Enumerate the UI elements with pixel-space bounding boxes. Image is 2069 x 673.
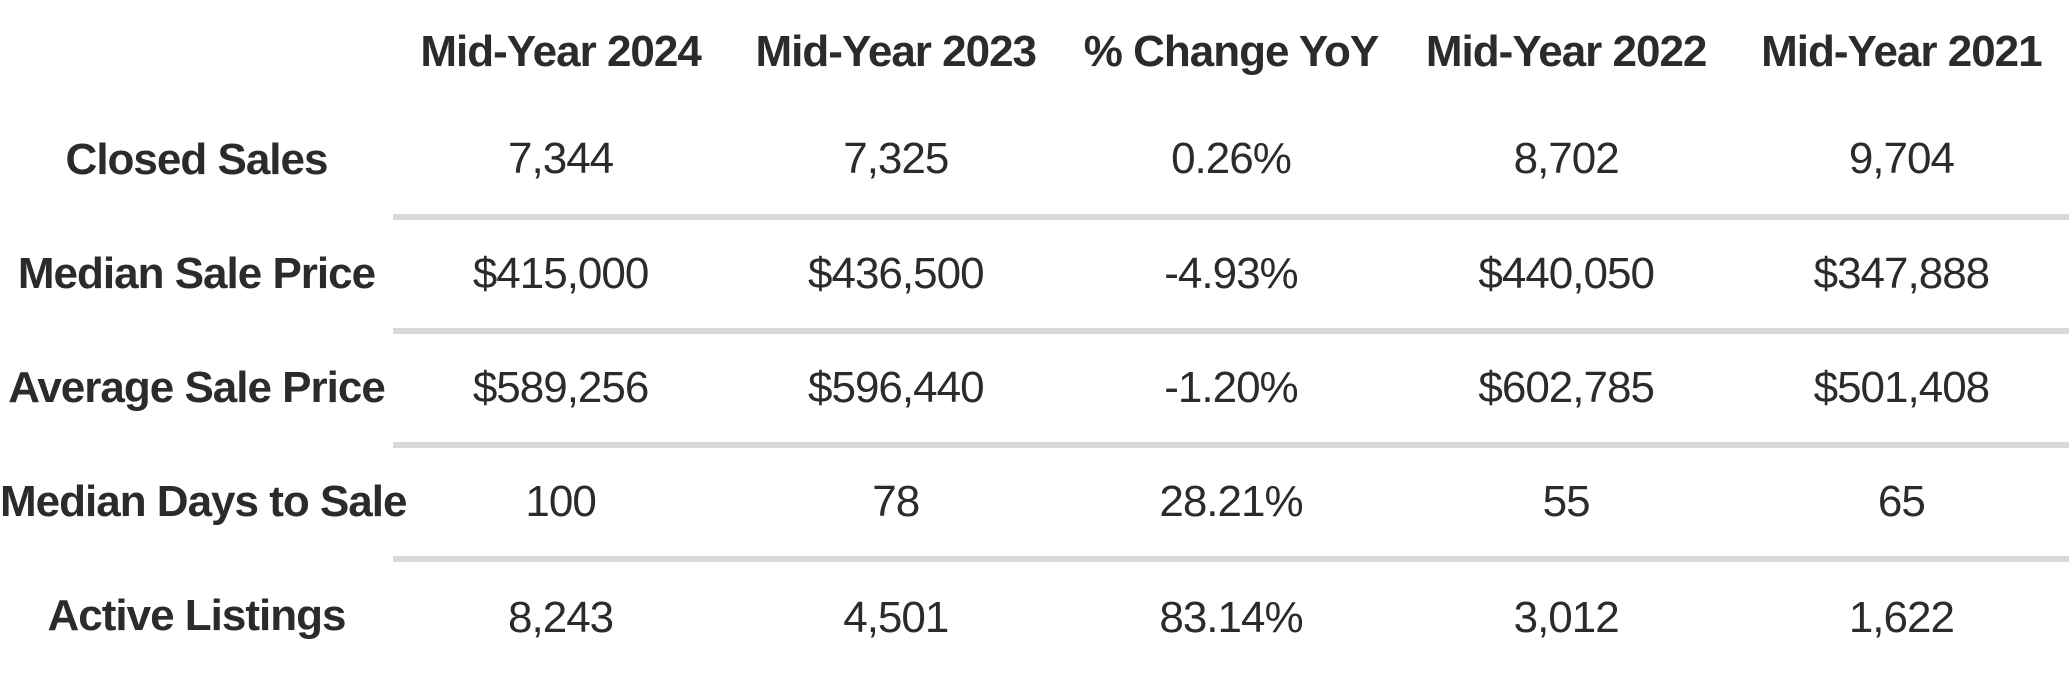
cell-value: 9,704 bbox=[1733, 103, 2069, 220]
column-header-mid-year-2022: Mid-Year 2022 bbox=[1425, 26, 1708, 76]
cell-value: $440,050 bbox=[1398, 217, 1734, 334]
cell-value: -1.20% bbox=[1063, 331, 1399, 448]
cell-value: $436,500 bbox=[728, 217, 1064, 334]
cell-value: 3,012 bbox=[1513, 592, 1620, 642]
table-header-row: Mid-Year 2024 Mid-Year 2023 % Change YoY… bbox=[0, 0, 2069, 103]
table-row-closed-sales: Closed Sales 7,344 7,325 0.26% 8,702 9,7… bbox=[0, 103, 2069, 220]
table-row-average-sale-price: Average Sale Price $589,256 $596,440 -1.… bbox=[0, 331, 2069, 448]
cell-value: $415,000 bbox=[393, 217, 729, 334]
cell-value: -4.93% bbox=[1063, 217, 1399, 334]
cell-value: 78 bbox=[728, 445, 1064, 562]
cell-value: 7,325 bbox=[728, 103, 1064, 220]
cell-value: 0.26% bbox=[1063, 103, 1399, 220]
cell-value: $347,888 bbox=[1733, 217, 2069, 334]
cell-value: $602,785 bbox=[1398, 331, 1734, 448]
cell-value: 65 bbox=[1733, 445, 2069, 562]
table-row-active-listings: Active Listings 8,243 4,501 83.14% 3,012… bbox=[0, 559, 2069, 673]
cell-value: 28.21% bbox=[1063, 445, 1399, 562]
column-header-pct-change-yoy: % Change YoY bbox=[1083, 26, 1379, 76]
cell-value: 4,501 bbox=[843, 592, 949, 642]
row-label: Median Sale Price bbox=[17, 249, 376, 298]
cell-value: $596,440 bbox=[728, 331, 1064, 448]
cell-value: 8,702 bbox=[1398, 103, 1734, 220]
column-header-blank bbox=[0, 0, 393, 103]
cell-value: 55 bbox=[1398, 445, 1734, 562]
column-header-mid-year-2024: Mid-Year 2024 bbox=[420, 26, 702, 76]
row-label: Closed Sales bbox=[65, 135, 329, 184]
row-label: Active Listings bbox=[47, 591, 347, 640]
table-row-median-days-to-sale: Median Days to Sale 100 78 28.21% 55 65 bbox=[0, 445, 2069, 562]
cell-value: 8,243 bbox=[508, 592, 614, 642]
column-header-mid-year-2021: Mid-Year 2021 bbox=[1761, 26, 2043, 76]
cell-value: $501,408 bbox=[1733, 331, 2069, 448]
table-row-median-sale-price: Median Sale Price $415,000 $436,500 -4.9… bbox=[0, 217, 2069, 334]
cell-value: 1,622 bbox=[1848, 592, 1955, 642]
cell-value: $589,256 bbox=[393, 331, 729, 448]
row-label: Average Sale Price bbox=[8, 363, 386, 412]
row-label: Median Days to Sale bbox=[0, 477, 407, 526]
cell-value: 7,344 bbox=[393, 103, 729, 220]
cell-value: 100 bbox=[393, 445, 729, 562]
cell-value: 83.14% bbox=[1159, 592, 1303, 642]
column-header-mid-year-2023: Mid-Year 2023 bbox=[755, 26, 1038, 76]
